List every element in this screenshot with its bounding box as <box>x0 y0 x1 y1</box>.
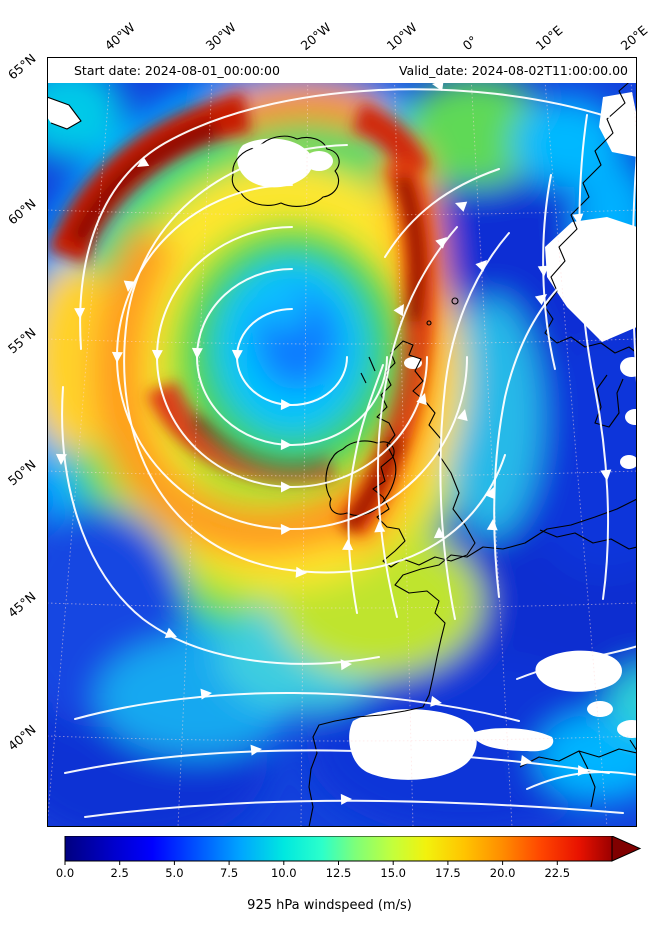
lon-tick-label: 10°E <box>532 22 566 54</box>
windspeed-map <box>47 57 637 827</box>
colorbar-tick-label: 10.0 <box>270 866 297 880</box>
lon-tick-label: 10°W <box>383 19 420 54</box>
lon-tick-label: 30°W <box>202 19 239 54</box>
colorbar-tick-label: 22.5 <box>544 866 571 880</box>
lon-tick-label: 0° <box>459 32 481 54</box>
colorbar-title: 925 hPa windspeed (m/s) <box>247 898 412 913</box>
colorbar-tick-label: 12.5 <box>325 866 352 880</box>
coastlines <box>47 76 637 827</box>
colorbar-tick-label: 15.0 <box>380 866 406 880</box>
colorbar <box>64 836 642 865</box>
start-date-label: Start date: 2024-08-01_00:00:00 <box>74 63 280 78</box>
colorbar-gradient <box>64 836 613 862</box>
colorbar-tick-label: 0.0 <box>55 866 75 880</box>
lon-tick-label: 40°W <box>101 19 138 54</box>
plot-border <box>47 57 637 827</box>
lat-tick-label: 60°N <box>4 195 39 228</box>
colorbar-tick-label: 7.5 <box>219 866 239 880</box>
lon-tick-label: 20°W <box>297 19 334 54</box>
streamlines <box>61 88 637 818</box>
lat-tick-label: 45°N <box>4 588 39 621</box>
streamline-arrowheads <box>55 80 637 805</box>
colorbar-tick-label: 5.0 <box>165 866 184 880</box>
valid-date-label: Valid_date: 2024-08-02T11:00:00.00 <box>398 63 628 78</box>
colorbar-tick-label: 17.5 <box>435 866 461 880</box>
terrain-mask <box>47 92 637 780</box>
colorbar-tick-label: 2.5 <box>110 866 129 880</box>
colorbar-extend-arrow <box>611 836 642 862</box>
lat-tick-label: 65°N <box>4 50 39 83</box>
title-band: Start date: 2024-08-01_00:00:00 Valid_da… <box>48 58 636 83</box>
map-plot: Start date: 2024-08-01_00:00:00 Valid_da… <box>47 57 637 827</box>
lon-tick-label: 20°E <box>617 22 651 54</box>
lat-tick-label: 40°N <box>4 721 39 754</box>
lat-tick-label: 50°N <box>4 456 39 489</box>
colorbar-tick-marks <box>64 861 558 865</box>
colorbar-tick-label: 20.0 <box>489 866 516 880</box>
lat-tick-label: 55°N <box>4 324 39 357</box>
graticule <box>47 57 637 827</box>
